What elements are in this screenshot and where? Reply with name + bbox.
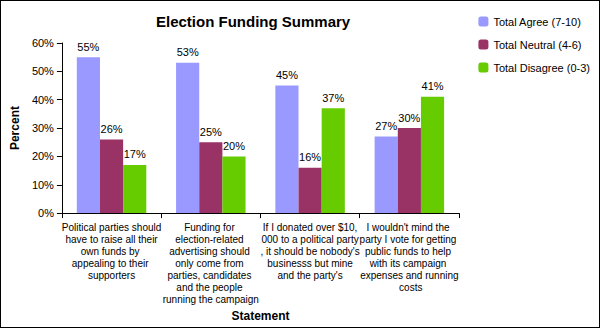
- svg-text:appealing to their: appealing to their: [72, 258, 152, 269]
- svg-text:party I vote for getting: party I vote for getting: [360, 234, 460, 245]
- svg-text:If I donated over $10,: If I donated over $10,: [263, 222, 358, 233]
- svg-text:26%: 26%: [101, 123, 123, 135]
- svg-text:41%: 41%: [422, 80, 444, 92]
- svg-text:0%: 0%: [38, 207, 54, 219]
- svg-text:10%: 10%: [32, 179, 54, 191]
- svg-text:Political parties should: Political parties should: [62, 222, 162, 233]
- svg-text:I wouldn't mind the: I wouldn't mind the: [366, 222, 452, 233]
- svg-text:53%: 53%: [177, 46, 199, 58]
- svg-text:Statement: Statement: [231, 309, 289, 323]
- svg-text:have to raise all their: have to raise all their: [63, 234, 161, 245]
- svg-text:55%: 55%: [77, 41, 99, 53]
- svg-text:27%: 27%: [375, 120, 397, 132]
- svg-text:, it should be nobody's: , it should be nobody's: [260, 246, 359, 257]
- svg-text:costs: costs: [396, 282, 422, 293]
- svg-text:and the people: and the people: [176, 282, 245, 293]
- svg-text:public funds to help: public funds to help: [365, 246, 454, 257]
- svg-text:and the party's: and the party's: [277, 270, 342, 281]
- svg-text:Funding for: Funding for: [184, 222, 237, 233]
- svg-text:30%: 30%: [398, 112, 420, 124]
- svg-text:expenses and running: expenses and running: [360, 270, 458, 281]
- svg-text:Total Agree (7-10): Total Agree (7-10): [493, 16, 580, 28]
- svg-text:Percent: Percent: [8, 106, 22, 150]
- svg-text:parties, candidates: parties, candidates: [167, 270, 254, 281]
- svg-text:20%: 20%: [32, 150, 54, 162]
- svg-text:30%: 30%: [32, 122, 54, 134]
- svg-text:with its campaign: with its campaign: [369, 258, 449, 269]
- svg-text:election-related: election-related: [175, 234, 246, 245]
- svg-text:25%: 25%: [200, 126, 222, 138]
- svg-text:only come from: only come from: [175, 258, 246, 269]
- svg-text:16%: 16%: [299, 151, 321, 163]
- svg-text:supporters: supporters: [88, 270, 135, 281]
- svg-text:Total Disagree (0-3): Total Disagree (0-3): [493, 62, 590, 74]
- svg-text:businesss but mine: businesss but mine: [265, 258, 356, 269]
- svg-text:50%: 50%: [32, 65, 54, 77]
- svg-text:20%: 20%: [223, 140, 245, 152]
- svg-text:advertising should: advertising should: [169, 246, 252, 257]
- svg-text:Election Funding Summary: Election Funding Summary: [156, 13, 351, 30]
- svg-text:own funds by: own funds by: [81, 246, 143, 257]
- svg-text:Total Neutral (4-6): Total Neutral (4-6): [493, 39, 581, 51]
- svg-text:37%: 37%: [322, 92, 344, 104]
- svg-text:running the campaign: running the campaign: [163, 294, 259, 305]
- svg-text:17%: 17%: [124, 148, 146, 160]
- svg-text:60%: 60%: [32, 37, 54, 49]
- svg-text:40%: 40%: [32, 94, 54, 106]
- svg-text:000 to a political party: 000 to a political party: [261, 234, 358, 245]
- svg-text:45%: 45%: [276, 69, 298, 81]
